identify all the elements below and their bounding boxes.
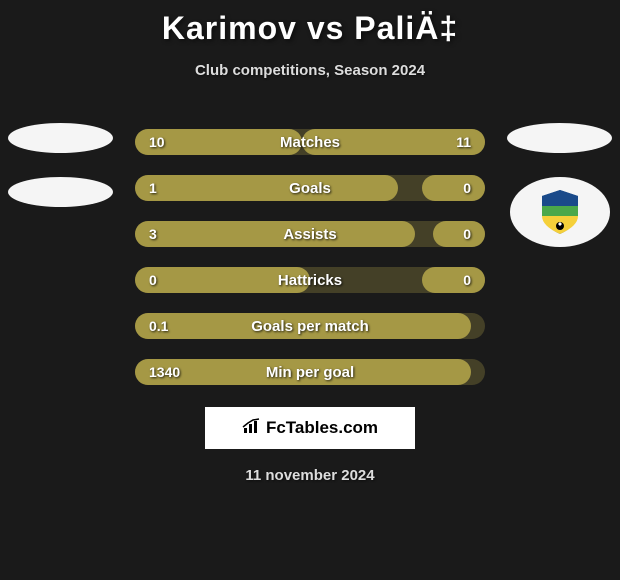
stat-row: 0 0 Hattricks bbox=[0, 257, 620, 303]
stat-row: 1 0 Goals bbox=[0, 165, 620, 211]
stat-label: Assists bbox=[283, 226, 336, 243]
page-title: Karimov vs PaliÄ‡ bbox=[0, 0, 620, 47]
stat-row: 10 11 Matches bbox=[0, 119, 620, 165]
stat-row: 0.1 Goals per match bbox=[0, 303, 620, 349]
footer-logo: FcTables.com bbox=[205, 407, 415, 449]
bar-right bbox=[433, 221, 486, 247]
bar-track: 0.1 Goals per match bbox=[135, 313, 485, 339]
chart-icon bbox=[242, 418, 262, 439]
stat-label: Matches bbox=[280, 134, 340, 151]
stat-value-right: 11 bbox=[456, 134, 471, 150]
footer-logo-text: FcTables.com bbox=[266, 418, 378, 438]
bar-right bbox=[422, 267, 485, 293]
stat-value-left: 0 bbox=[149, 272, 157, 288]
stat-row: 3 0 Assists bbox=[0, 211, 620, 257]
bar-left bbox=[135, 221, 415, 247]
stat-value-left: 3 bbox=[149, 226, 157, 242]
subtitle: Club competitions, Season 2024 bbox=[0, 62, 620, 79]
stat-value-right: 0 bbox=[463, 272, 471, 288]
bar-track: 1340 Min per goal bbox=[135, 359, 485, 385]
bar-right bbox=[422, 175, 485, 201]
bar-track: 1 0 Goals bbox=[135, 175, 485, 201]
footer-date: 11 november 2024 bbox=[0, 467, 620, 484]
stat-label: Goals per match bbox=[251, 318, 369, 335]
bar-track: 10 11 Matches bbox=[135, 129, 485, 155]
stat-row: 1340 Min per goal bbox=[0, 349, 620, 395]
bar-track: 0 0 Hattricks bbox=[135, 267, 485, 293]
bar-left bbox=[135, 175, 398, 201]
stat-label: Min per goal bbox=[266, 364, 354, 381]
stat-value-left: 1340 bbox=[149, 364, 180, 380]
stat-label: Hattricks bbox=[278, 272, 342, 289]
stat-value-right: 0 bbox=[463, 180, 471, 196]
stats-container: 1011Matches10Goals30Assists00Hattricks0.… bbox=[0, 119, 620, 395]
bar-track: 3 0 Assists bbox=[135, 221, 485, 247]
stat-label: Goals bbox=[289, 180, 331, 197]
stat-value-left: 10 bbox=[149, 134, 165, 150]
stat-value-left: 1 bbox=[149, 180, 157, 196]
stat-value-left: 0.1 bbox=[149, 318, 168, 334]
stat-value-right: 0 bbox=[463, 226, 471, 242]
